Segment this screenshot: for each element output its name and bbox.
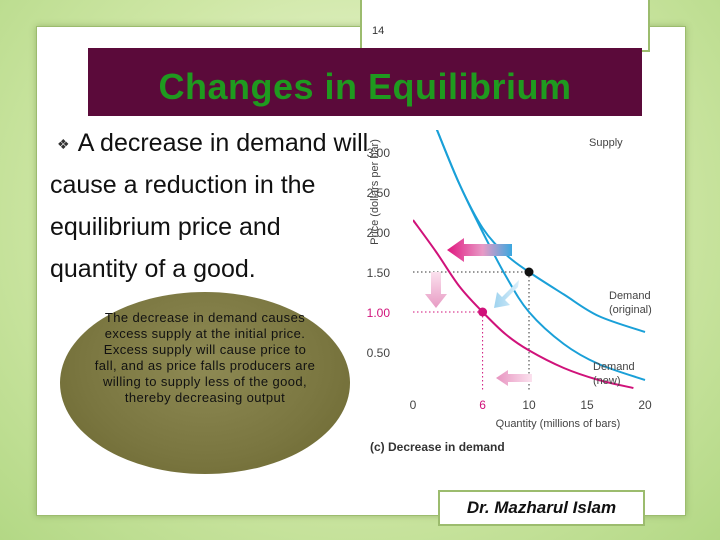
curve-label: Demand <box>609 290 651 302</box>
x-tick-label: 0 <box>410 398 417 412</box>
equilibrium-point <box>478 307 488 317</box>
demand-original-curve <box>435 130 646 333</box>
curve-label: (original) <box>609 304 652 316</box>
explanation-ellipse <box>60 292 350 474</box>
y-tick-label: 2.50 <box>367 186 391 200</box>
chart-caption: (c) Decrease in demand <box>370 440 505 454</box>
y-tick-label: 0.50 <box>367 346 391 360</box>
author-name: Dr. Mazharul Islam <box>466 498 617 517</box>
x-tick-label: 10 <box>522 398 536 412</box>
y-tick-label: 2.00 <box>367 226 391 240</box>
title-bar <box>88 48 642 116</box>
y-tick-label: 1.50 <box>367 266 391 280</box>
slide-number-tab <box>360 0 650 52</box>
author-box <box>438 490 645 526</box>
slide-number: 14 <box>372 25 385 37</box>
x-tick-label: 6 <box>479 398 486 412</box>
bullet-content: A decrease in demand will cause a reduct… <box>50 129 369 283</box>
x-tick-label: 20 <box>638 398 652 412</box>
curve-label: Supply <box>589 137 623 149</box>
y-tick-label: 1.00 <box>367 306 391 320</box>
y-axis-title: Price (dollars per bar) <box>369 139 381 245</box>
curve-label: (new) <box>593 375 621 387</box>
bullet-text: A decrease in demand will cause a reduct… <box>50 122 370 290</box>
x-axis-title: Quantity (millions of bars) <box>496 418 621 430</box>
y-tick-label: 3.00 <box>367 146 391 160</box>
demand-new-curve <box>413 219 634 389</box>
demand-shift-small-arrow <box>496 370 532 386</box>
movement-along-supply-arrow <box>494 280 522 308</box>
bullet-icon: ❖ <box>57 136 70 152</box>
shift-left-arrow <box>447 238 512 262</box>
equilibrium-point <box>524 267 534 277</box>
price-fall-arrow <box>425 272 447 308</box>
explanation-text: The decrease in demand causes excess sup… <box>94 310 316 405</box>
x-tick-label: 15 <box>580 398 594 412</box>
curve-label: Demand <box>593 361 635 373</box>
slide-title: Changes in Equilibrium <box>158 66 572 107</box>
